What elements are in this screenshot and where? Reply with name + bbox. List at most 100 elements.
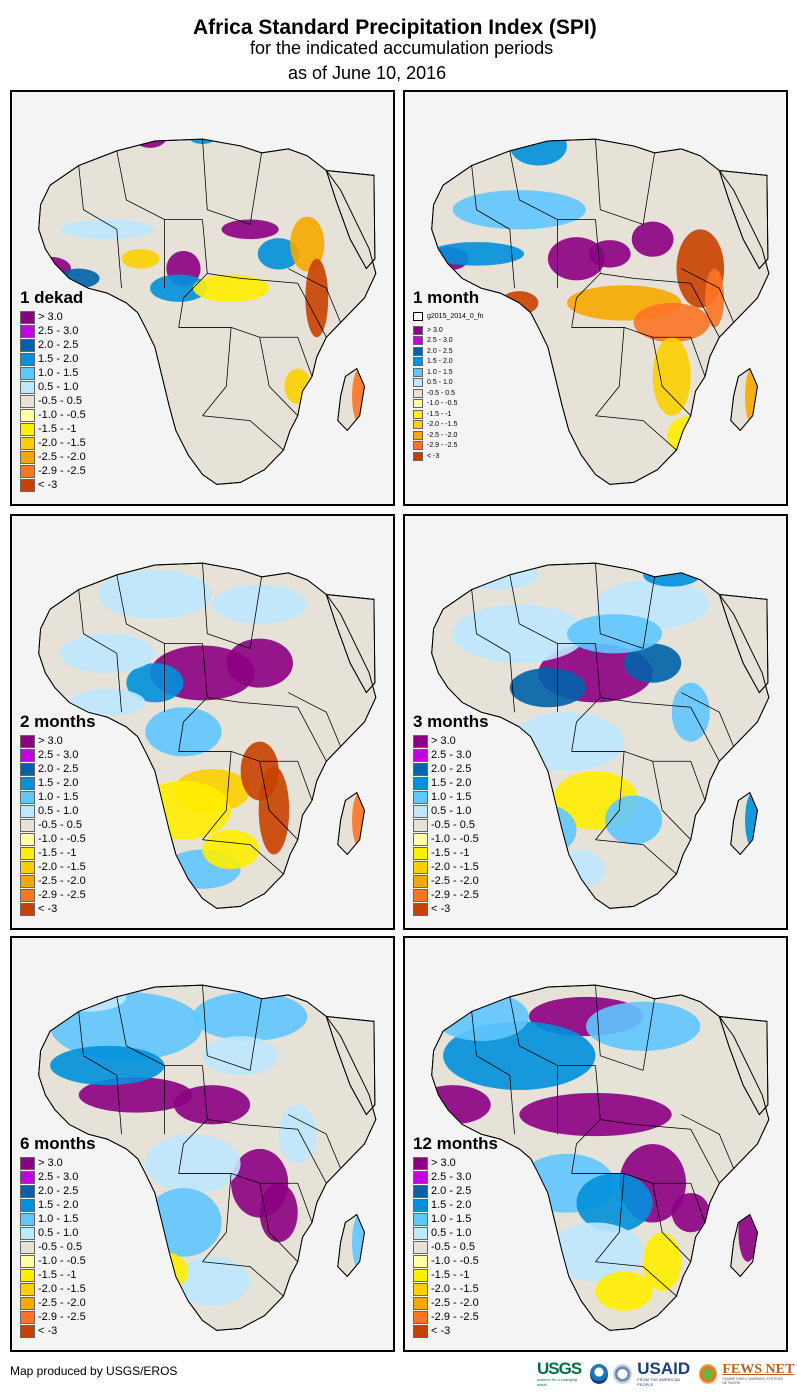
country-border — [509, 574, 596, 644]
legend-swatch — [413, 1198, 428, 1212]
legend-swatch — [20, 762, 35, 776]
legend-item: 2.0 - 2.5 — [20, 762, 96, 776]
legend-item: -2.0 - -1.5 — [20, 860, 96, 874]
map-legend: 6 months > 3.0 2.5 - 3.0 2.0 - 2.5 1.5 - 2.0… — [20, 1134, 96, 1338]
spi-region — [462, 563, 539, 590]
country-border — [240, 277, 327, 338]
legend-label: -2.5 - -2.0 — [38, 875, 86, 887]
country-border — [249, 152, 262, 225]
page-subtitle: for the indicated accumulation periods — [250, 38, 554, 58]
legend-label: -2.5 - -2.0 — [38, 1297, 86, 1309]
fews-net-logo: FEWS NET FAMINE EARLY WARNING SYSTEMS NE… — [722, 1362, 797, 1385]
legend-swatch — [20, 748, 35, 762]
country-border — [278, 1182, 313, 1223]
legend-item: > 3.0 — [413, 325, 483, 336]
legend-swatch — [20, 324, 35, 338]
legend-label: -1.5 - -1 — [427, 410, 452, 418]
legend-label: > 3.0 — [38, 311, 63, 323]
country-border — [571, 1173, 672, 1184]
spi-region — [509, 139, 567, 166]
legend-label: 0.5 - 1.0 — [38, 805, 79, 817]
fews-globe-icon — [698, 1363, 718, 1384]
legend-swatch — [413, 804, 428, 818]
legend-swatch — [413, 420, 423, 430]
spi-region — [547, 1222, 644, 1282]
spi-region — [50, 985, 127, 1012]
country-border — [681, 692, 734, 747]
spi-region — [221, 219, 279, 240]
legend-swatch — [413, 311, 423, 321]
legend-label: -2.9 - -2.5 — [38, 889, 86, 901]
spi-region — [145, 1188, 222, 1257]
legend-item: -2.5 - -2.0 — [20, 450, 86, 464]
coastline — [38, 984, 377, 1331]
spi-map — [38, 562, 377, 909]
country-border — [595, 985, 644, 1071]
noaa-logo-icon — [589, 1363, 609, 1384]
legend-swatch — [20, 734, 35, 748]
country-border — [571, 273, 601, 328]
spi-region — [202, 829, 260, 870]
legend-label: > 3.0 — [38, 735, 63, 747]
spi-region — [643, 1232, 682, 1292]
legend-swatch — [413, 902, 428, 916]
legend-swatch — [20, 464, 35, 478]
legend-swatch — [413, 399, 423, 409]
fews-net-logo-text: FEWS NET — [722, 1362, 795, 1377]
country-border — [259, 761, 299, 840]
legend-label: 1.5 - 2.0 — [427, 358, 453, 366]
country-border — [471, 1011, 510, 1076]
legend-label: 2.5 - 3.0 — [38, 749, 79, 761]
spi-region — [59, 219, 155, 240]
legend-item: -1.5 - -1 — [20, 1268, 96, 1282]
legend-item: 2.5 - 3.0 — [413, 1170, 498, 1184]
legend-label: -2.9 - -2.5 — [431, 1311, 479, 1323]
country-border — [178, 273, 208, 328]
legend-label: -2.5 - -2.0 — [431, 1297, 479, 1309]
legend-swatch — [20, 776, 35, 790]
coastline — [431, 562, 770, 909]
country-border — [278, 760, 313, 801]
legend-item: 1.0 - 1.5 — [20, 366, 86, 380]
legend-label: -2.5 - -2.0 — [427, 431, 458, 439]
coastline — [730, 367, 758, 432]
map-legend: 1 month g2015_2014_0_fn > 3.0 2.5 - 3.0 2.0 … — [413, 288, 483, 462]
legend-item: -2.5 - -2.0 — [20, 1296, 96, 1310]
legend-label: 2.5 - 3.0 — [431, 749, 472, 761]
legend-label: -2.0 - -1.5 — [38, 1283, 86, 1295]
country-border — [642, 152, 655, 225]
legend-item: < -3 — [20, 902, 96, 916]
legend-label: < -3 — [427, 452, 440, 460]
spi-region — [69, 688, 146, 717]
legend-item: 2.5 - 3.0 — [20, 1170, 96, 1184]
legend-item: 0.5 - 1.0 — [413, 378, 483, 389]
spi-region — [643, 563, 701, 587]
country-border — [652, 337, 692, 416]
legend-label: 2.0 - 2.5 — [38, 339, 79, 351]
legend-item: 0.5 - 1.0 — [20, 380, 86, 394]
legend-title: 6 months — [20, 1134, 96, 1153]
coastline — [38, 138, 377, 485]
country-border — [571, 751, 672, 762]
legend-label: < -3 — [38, 479, 58, 491]
spi-region — [57, 268, 100, 289]
spi-region — [145, 707, 222, 757]
legend-item: -2.5 - -2.0 — [413, 874, 489, 888]
legend-label: -1.0 - -0.5 — [427, 400, 458, 408]
legend-swatch — [20, 1254, 35, 1268]
legend-label: 1.5 - 2.0 — [38, 777, 79, 789]
page-title: Africa Standard Precipitation Index (SPI… — [193, 16, 597, 39]
legend-swatch — [20, 1170, 35, 1184]
map-panel-2-months: 2 months > 3.0 2.5 - 3.0 2.0 - 2.5 1.5 - 2.0… — [10, 514, 395, 930]
spi-region — [509, 712, 625, 772]
legend-label: -0.5 - 0.5 — [431, 819, 476, 831]
legend-label: < -3 — [38, 903, 58, 915]
spi-region — [192, 991, 308, 1041]
coastline — [718, 1015, 769, 1116]
legend-label: 1.0 - 1.5 — [38, 367, 79, 379]
spi-region — [278, 1104, 317, 1164]
legend-title: 3 months — [413, 712, 489, 731]
spi-region — [126, 663, 184, 703]
legend-swatch — [413, 346, 423, 356]
country-border — [671, 760, 706, 801]
